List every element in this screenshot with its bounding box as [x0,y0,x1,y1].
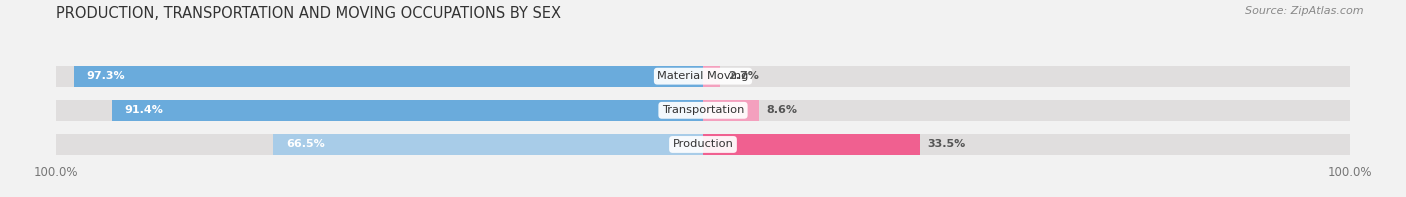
Bar [703,66,1350,87]
Bar [703,134,1350,155]
Text: Material Moving: Material Moving [658,71,748,81]
Bar [73,66,703,87]
Bar [273,134,703,155]
Bar [703,100,759,121]
Bar [703,100,1350,121]
Bar [703,66,720,87]
Text: 33.5%: 33.5% [928,139,966,150]
Text: 2.7%: 2.7% [728,71,759,81]
Text: PRODUCTION, TRANSPORTATION AND MOVING OCCUPATIONS BY SEX: PRODUCTION, TRANSPORTATION AND MOVING OC… [56,6,561,21]
Text: Production: Production [672,139,734,150]
Bar [703,134,920,155]
Bar [56,134,703,155]
Bar [56,66,703,87]
Text: 66.5%: 66.5% [285,139,325,150]
Text: 91.4%: 91.4% [125,105,163,115]
Bar [56,100,703,121]
Text: Transportation: Transportation [662,105,744,115]
Text: 8.6%: 8.6% [766,105,797,115]
Text: 97.3%: 97.3% [87,71,125,81]
Text: Source: ZipAtlas.com: Source: ZipAtlas.com [1246,6,1364,16]
Bar [112,100,703,121]
